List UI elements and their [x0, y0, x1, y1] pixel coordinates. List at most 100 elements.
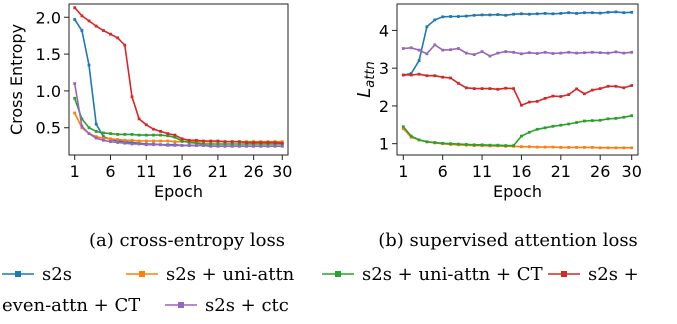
chart-1-point-3-15	[520, 103, 523, 107]
chart-1-point-1-20	[559, 146, 563, 149]
chart-0-point-2-10	[144, 133, 148, 137]
chart-1-point-0-23	[583, 11, 586, 15]
chart-0-point-4-8	[130, 142, 134, 146]
chart-1-point-2-12	[496, 143, 500, 147]
chart-0-point-3-9	[137, 117, 141, 121]
legend-marker-1	[139, 271, 145, 277]
chart-1-point-0-6	[449, 15, 452, 18]
legend-label-4: even-attn + CT	[2, 295, 140, 316]
chart-1-point-4-28	[622, 51, 626, 55]
chart-0-point-1-11	[152, 139, 155, 143]
chart-1-point-0-5	[441, 15, 445, 19]
chart-0-point-3-10	[144, 123, 148, 127]
chart-0-point-2-16	[187, 141, 191, 144]
chart-0-point-0-7	[123, 140, 127, 144]
chart-0-point-4-12	[159, 143, 162, 147]
chart-0-point-4-7	[123, 141, 127, 145]
chart-0-point-2-8	[130, 133, 134, 136]
chart-0-point-2-15	[180, 139, 184, 143]
chart-0-point-3-2	[87, 19, 91, 23]
chart-1-point-3-12	[496, 87, 500, 91]
chart-1-point-2-11	[488, 143, 492, 147]
chart-1-point-4-12	[496, 51, 500, 55]
chart-0-point-2-27	[266, 142, 270, 146]
chart-0-point-0-2	[87, 63, 91, 67]
chart-0-point-3-11	[152, 127, 155, 131]
chart-0-point-0-1	[80, 29, 84, 32]
chart-0-point-3-25	[252, 141, 255, 144]
chart-0-point-4-10	[144, 143, 148, 147]
legend-label-2: s2s + uni-attn + CT	[362, 264, 543, 285]
legend-marker-5	[178, 302, 184, 308]
chart-1-point-0-16	[527, 12, 531, 16]
chart-0-point-3-22	[230, 140, 234, 144]
chart-0-ytick-label-1: 1.0	[36, 82, 61, 101]
chart-1-point-0-10	[480, 13, 484, 17]
chart-0-point-2-12	[159, 133, 162, 137]
chart-1-point-2-6	[449, 142, 452, 146]
chart-0-point-1-14	[173, 140, 177, 144]
chart-1-point-0-12	[496, 13, 500, 16]
chart-1-point-2-1	[409, 134, 413, 138]
chart-0-point-3-24	[245, 141, 248, 144]
chart-0-xtick-label-1: 6	[105, 162, 115, 181]
chart-0-point-3-16	[187, 138, 191, 142]
chart-1-point-4-3	[425, 52, 429, 56]
chart-1-point-3-9	[472, 87, 476, 90]
chart-0-point-1-4	[102, 136, 105, 140]
chart-1-point-3-13	[504, 86, 508, 90]
chart-0-point-3-29	[280, 141, 284, 145]
chart-0-point-1-13	[166, 139, 170, 143]
chart-0-point-3-1	[80, 14, 84, 18]
chart-1-point-3-7	[457, 81, 460, 85]
chart-1-point-2-23	[583, 119, 586, 123]
chart-1-point-0-14	[512, 12, 515, 16]
chart-1-point-2-25	[598, 118, 602, 122]
chart-0-point-4-20	[216, 144, 220, 148]
chart-0-point-0-4	[102, 135, 105, 138]
chart-0-point-2-26	[259, 142, 263, 146]
chart-0-point-2-7	[123, 133, 127, 136]
chart-1-point-3-10	[480, 87, 484, 90]
chart-1-point-4-29	[630, 50, 634, 54]
chart-1-xtick-label-1: 6	[438, 162, 448, 181]
chart-1-point-3-22	[575, 87, 578, 91]
chart-0-point-2-6	[116, 133, 120, 136]
legend-marker-3	[561, 271, 567, 277]
chart-1-ytick-label-2: 3	[379, 59, 389, 78]
chart-0-point-2-2	[87, 126, 91, 130]
chart-0-point-4-21	[223, 144, 227, 148]
chart-1-point-4-10	[480, 50, 484, 53]
chart-0-xtick-label-4: 21	[208, 162, 228, 181]
chart-1-point-3-2	[417, 72, 421, 76]
chart-0-point-2-28	[273, 142, 277, 146]
chart-0-point-1-12	[159, 139, 162, 143]
chart-1-point-2-17	[535, 127, 539, 131]
chart-1-series-line-0	[403, 11, 632, 76]
chart-0-point-3-26	[259, 141, 263, 144]
chart-0-frame	[68, 3, 289, 156]
chart-1-point-4-19	[551, 52, 555, 55]
chart-1-xtick-label-6: 30	[622, 162, 642, 181]
chart-0-point-3-0	[73, 6, 77, 10]
chart-1-point-2-20	[559, 123, 563, 127]
chart-1-point-4-0	[401, 47, 405, 50]
chart-0-point-4-25	[252, 144, 255, 148]
chart-0-point-2-17	[195, 141, 198, 145]
chart-1-point-3-25	[598, 87, 602, 90]
chart-1-point-3-11	[488, 87, 492, 90]
chart-1-point-4-22	[575, 51, 578, 55]
chart-1-point-4-14	[512, 50, 515, 54]
chart-1-point-0-17	[535, 12, 539, 16]
chart-1-point-3-14	[512, 87, 515, 90]
chart-0-point-4-6	[116, 141, 120, 144]
chart-1-point-4-7	[457, 47, 460, 50]
chart-1-point-3-3	[425, 74, 429, 78]
chart-1-point-4-13	[504, 50, 508, 53]
chart-1-ytick-label-3: 4	[379, 21, 389, 40]
chart-0-point-3-20	[216, 139, 220, 143]
chart-0-point-0-8	[130, 141, 134, 144]
chart-1-series-line-1	[402, 128, 632, 149]
chart-0-point-2-4	[102, 131, 105, 135]
